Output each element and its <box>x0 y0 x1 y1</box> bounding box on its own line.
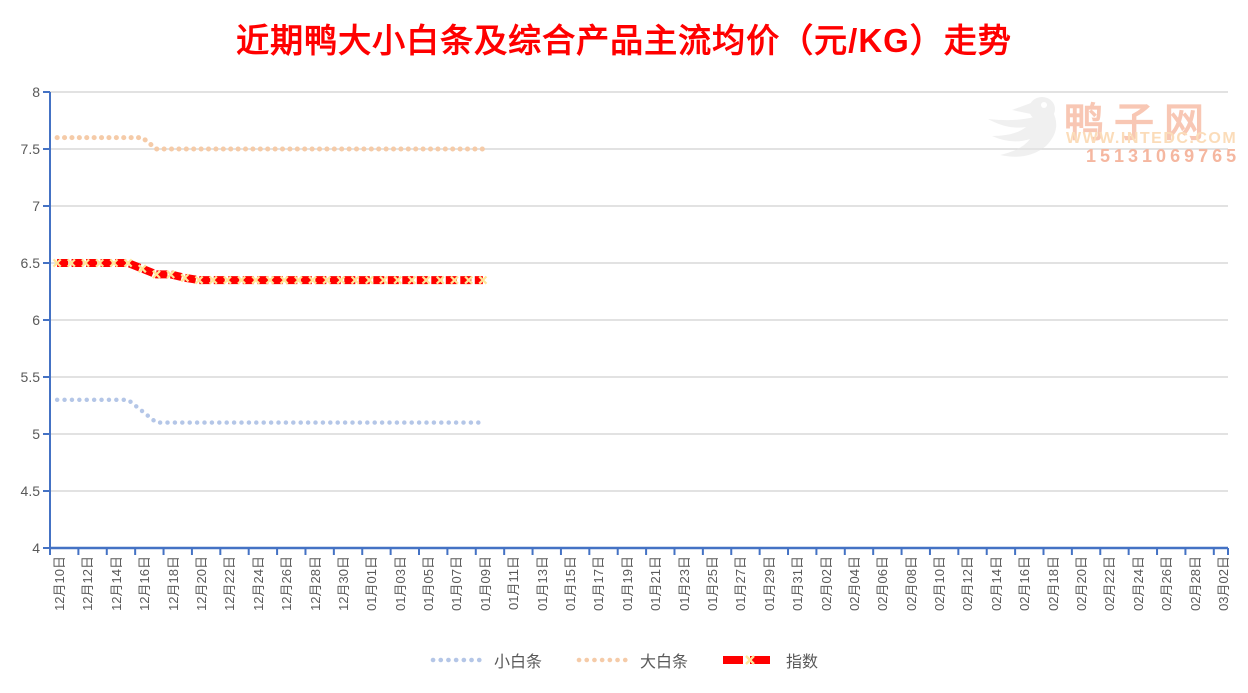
chart-title: 近期鸭大小白条及综合产品主流均价（元/KG）走势 <box>236 22 1012 59</box>
axes <box>43 91 1229 555</box>
x-tick-label: 02月06日 <box>875 556 891 611</box>
x-tick-label: 12月26日 <box>279 556 295 611</box>
watermark-phone: 15131069765 <box>1086 146 1241 166</box>
legend-label: 指数 <box>786 654 819 671</box>
x-tick-label: 02月28日 <box>1187 556 1203 611</box>
x-tick-label: 01月25日 <box>704 556 720 611</box>
x-tick-label: 02月08日 <box>903 556 919 611</box>
y-tick-label: 6.5 <box>20 255 40 271</box>
x-tick-label: 01月21日 <box>648 556 664 611</box>
data-series <box>52 135 488 425</box>
x-tick-label: 02月04日 <box>846 556 862 611</box>
x-tick-label: 12月24日 <box>250 556 266 611</box>
y-tick-label: 5 <box>32 426 40 442</box>
x-tick-label: 01月09日 <box>477 556 493 611</box>
watermark-url: WWW.INTEDC.COM <box>1066 130 1238 147</box>
x-tick-label: 01月01日 <box>364 556 380 611</box>
x-tick-label: 12月28日 <box>307 556 323 611</box>
x-tick-label: 01月07日 <box>449 556 465 611</box>
legend-item-指数: 指数 <box>722 648 818 672</box>
x-tick-label: 01月29日 <box>761 556 777 611</box>
series-大白条 <box>54 135 486 152</box>
x-tick-label: 02月10日 <box>932 556 948 611</box>
x-tick-label: 12月12日 <box>80 556 96 611</box>
x-tick-label: 02月26日 <box>1159 556 1175 611</box>
x-tick-label: 02月24日 <box>1130 556 1146 611</box>
x-tick-label: 12月10日 <box>52 556 68 611</box>
legend-label: 小白条 <box>493 654 542 671</box>
x-tick-label: 01月17日 <box>591 556 607 611</box>
x-tick-label: 01月23日 <box>676 556 692 611</box>
x-tick-label: 02月14日 <box>988 556 1004 611</box>
y-tick-label: 7.5 <box>20 141 40 157</box>
y-tick-label: 6 <box>32 312 40 328</box>
x-tick-label: 02月20日 <box>1073 556 1089 611</box>
legend-item-小白条: 小白条 <box>430 648 542 672</box>
x-tick-label: 02月18日 <box>1045 556 1061 611</box>
y-tick-label: 4 <box>32 540 40 556</box>
x-tick-label: 01月13日 <box>534 556 550 611</box>
y-tick-label: 4.5 <box>20 483 40 499</box>
x-tick-label: 01月19日 <box>619 556 635 611</box>
x-tick-label: 12月20日 <box>194 556 210 611</box>
x-tick-label: 01月11日 <box>506 556 522 610</box>
x-tick-label: 02月16日 <box>1017 556 1033 611</box>
chart-legend: 小白条 大白条 指数 <box>0 648 1248 672</box>
legend-line-sample <box>430 657 486 663</box>
x-tick-label: 12月14日 <box>108 556 124 611</box>
legend-line-sample <box>576 657 632 663</box>
y-tick-label: 7 <box>32 198 40 214</box>
x-tick-label: 03月02日 <box>1215 556 1231 611</box>
watermark-site-name: 鸭子网 <box>1064 101 1214 145</box>
x-tick-label: 01月15日 <box>563 556 579 611</box>
x-tick-label: 02月12日 <box>960 556 976 611</box>
x-tick-label: 01月31日 <box>790 556 806 611</box>
x-tick-label: 12月18日 <box>165 556 181 611</box>
x-tick-label: 01月05日 <box>421 556 437 611</box>
x-tick-label: 02月22日 <box>1102 556 1118 611</box>
legend-item-大白条: 大白条 <box>576 648 688 672</box>
x-tick-label: 12月22日 <box>222 556 238 611</box>
duck-logo-icon <box>988 97 1057 157</box>
y-tick-label: 5.5 <box>20 369 40 385</box>
x-tick-label: 01月27日 <box>733 556 749 611</box>
y-tick-label: 8 <box>32 84 40 100</box>
series-小白条 <box>54 397 486 425</box>
legend-label: 大白条 <box>639 654 688 671</box>
x-tick-label: 12月16日 <box>137 556 153 611</box>
x-tick-label: 01月03日 <box>392 556 408 611</box>
legend-line-sample <box>723 655 777 665</box>
x-tick-label: 12月30日 <box>335 556 351 611</box>
series-指数 <box>52 258 488 285</box>
x-tick-label: 02月02日 <box>818 556 834 611</box>
